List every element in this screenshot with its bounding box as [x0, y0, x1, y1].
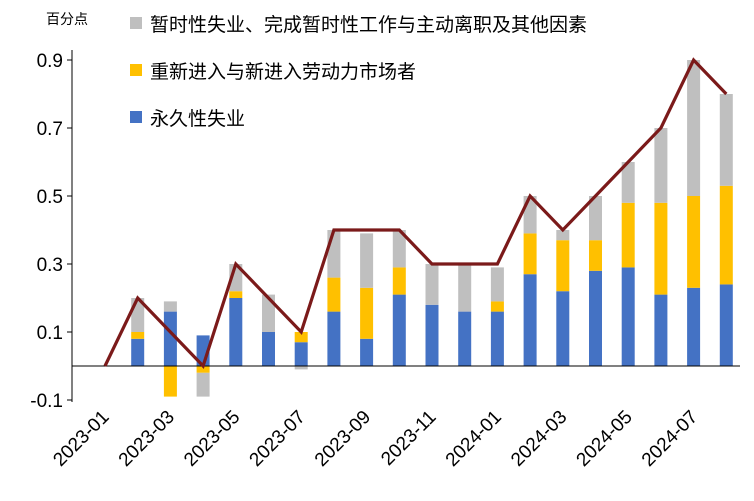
bar-segment-reentrants	[589, 240, 602, 271]
legend-swatch-reentrants	[130, 64, 142, 76]
bar-segment-reentrants	[490, 301, 504, 312]
legend: 暂时性失业、完成暂时性工作与主动离职及其他因素 重新进入与新进入劳动力市场者 永…	[130, 12, 587, 153]
bar-segment-reentrants	[523, 233, 537, 275]
bar-segment-permanent	[589, 270, 602, 366]
bar-segment-temporary	[654, 128, 668, 203]
bar-segment-reentrants	[556, 240, 570, 292]
bar-segment-temporary	[262, 294, 275, 332]
legend-swatch-temporary	[130, 17, 142, 29]
bar-segment-reentrants	[163, 366, 177, 397]
bar-segment-permanent	[392, 294, 406, 366]
bar-segment-temporary	[163, 301, 177, 312]
x-tick-label: 2023-09	[311, 407, 375, 471]
legend-item-permanent: 永久性失业	[130, 106, 587, 130]
bar-segment-reentrants	[131, 332, 145, 339]
bar-segment-temporary	[294, 366, 308, 370]
bar-segment-temporary	[621, 162, 635, 203]
bar-segment-permanent	[360, 338, 374, 366]
bar-segment-reentrants	[294, 332, 308, 343]
bar-segment-reentrants	[196, 366, 210, 373]
bar-segment-permanent	[719, 284, 733, 366]
bar-segment-temporary	[687, 60, 701, 196]
bar-segment-temporary	[719, 94, 733, 186]
bar-segment-permanent	[229, 298, 243, 366]
x-tick-label: 2024-07	[638, 407, 702, 471]
bar-segment-temporary	[360, 233, 374, 288]
legend-item-temporary: 暂时性失业、完成暂时性工作与主动离职及其他因素	[130, 12, 588, 36]
legend-item-reentrants: 重新进入与新进入劳动力市场者	[130, 59, 587, 83]
x-tick-label: 2023-03	[115, 407, 179, 471]
x-tick-label: 2023-01	[49, 407, 113, 471]
bar-segment-permanent	[294, 342, 308, 366]
bar-segment-reentrants	[392, 267, 406, 295]
bar-segment-reentrants	[687, 196, 701, 288]
y-tick-label: 0.3	[37, 255, 63, 276]
legend-label-temporary: 暂时性失业、完成暂时性工作与主动离职及其他因素	[150, 13, 588, 36]
y-tick-label: 0.9	[37, 51, 63, 72]
bar-segment-temporary	[589, 196, 602, 241]
bar-segment-temporary	[425, 264, 439, 305]
x-tick-label: 2023-11	[377, 407, 440, 470]
bar-segment-temporary	[196, 372, 210, 397]
bar-segment-permanent	[262, 332, 275, 366]
bar-segment-reentrants	[621, 202, 635, 268]
x-tick-label: 2023-07	[246, 407, 310, 471]
bar-segment-permanent	[425, 304, 439, 366]
legend-label-reentrants: 重新进入与新进入劳动力市场者	[150, 60, 417, 83]
y-unit-label: 百分点	[46, 12, 88, 28]
y-tick-label: 0.1	[37, 323, 63, 344]
x-tick-label: 2023-05	[180, 407, 244, 471]
bar-segment-temporary	[392, 230, 406, 268]
bar-segment-permanent	[523, 274, 537, 366]
bar-segment-permanent	[654, 294, 668, 366]
legend-label-permanent: 永久性失业	[150, 107, 246, 130]
bar-segment-reentrants	[327, 277, 341, 312]
bar-segment-permanent	[163, 311, 177, 366]
bar-segment-temporary	[327, 230, 341, 278]
bar-segment-permanent	[458, 311, 472, 366]
x-tick-label: 2024-05	[573, 407, 637, 471]
bar-segment-reentrants	[229, 291, 243, 298]
bar-segment-temporary	[490, 267, 504, 302]
bar-segment-reentrants	[719, 185, 733, 285]
bar-segment-temporary	[556, 230, 570, 241]
total-line	[103, 57, 728, 370]
bar-segment-reentrants	[360, 287, 374, 339]
bar-segment-permanent	[556, 291, 570, 366]
y-tick-label: -0.1	[30, 391, 63, 412]
bar-segment-temporary	[458, 264, 472, 312]
bar-segment-permanent	[490, 311, 504, 366]
y-tick-label: 0.5	[37, 187, 63, 208]
bar-segment-permanent	[687, 287, 701, 366]
y-tick-label: 0.7	[37, 119, 63, 140]
legend-swatch-permanent	[130, 111, 142, 123]
bar-segment-permanent	[131, 338, 145, 366]
bar-segment-permanent	[327, 311, 341, 366]
bar-segment-permanent	[621, 267, 635, 366]
x-tick-label: 2024-03	[507, 407, 571, 471]
x-tick-label: 2024-01	[442, 407, 506, 471]
bar-segment-reentrants	[654, 202, 668, 295]
